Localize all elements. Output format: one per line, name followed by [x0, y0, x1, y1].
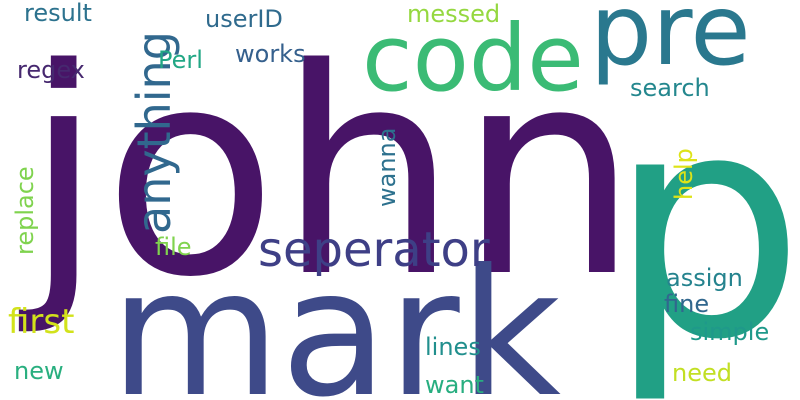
word-assign: assign [666, 264, 743, 292]
word-new: new [14, 357, 64, 385]
word-mark: mark [110, 233, 561, 400]
word-first: first [8, 302, 74, 342]
word-lines: lines [425, 333, 481, 361]
word-john: john [15, 8, 639, 340]
word-fine: fine [664, 290, 709, 318]
word-file: file [155, 233, 192, 261]
word-want: want [425, 371, 484, 399]
word-need: need [672, 359, 732, 387]
word-perl: Perl [158, 46, 203, 74]
word-wanna: wanna [373, 128, 401, 207]
word-userid: userID [205, 5, 283, 33]
word-code: code [362, 5, 584, 112]
word-regex: regex [17, 56, 85, 84]
word-replace: replace [11, 166, 39, 255]
word-messed: messed [407, 0, 500, 28]
word-anything: anything [127, 31, 181, 234]
word-help: help [670, 148, 698, 200]
word-seperator: seperator [258, 222, 490, 278]
word-result: result [24, 0, 92, 27]
word-simple: simple [690, 318, 769, 346]
word-pre: pre [590, 0, 751, 88]
word-p: p [608, 47, 800, 400]
word-works: works [235, 40, 306, 68]
word-search: search [630, 74, 710, 102]
